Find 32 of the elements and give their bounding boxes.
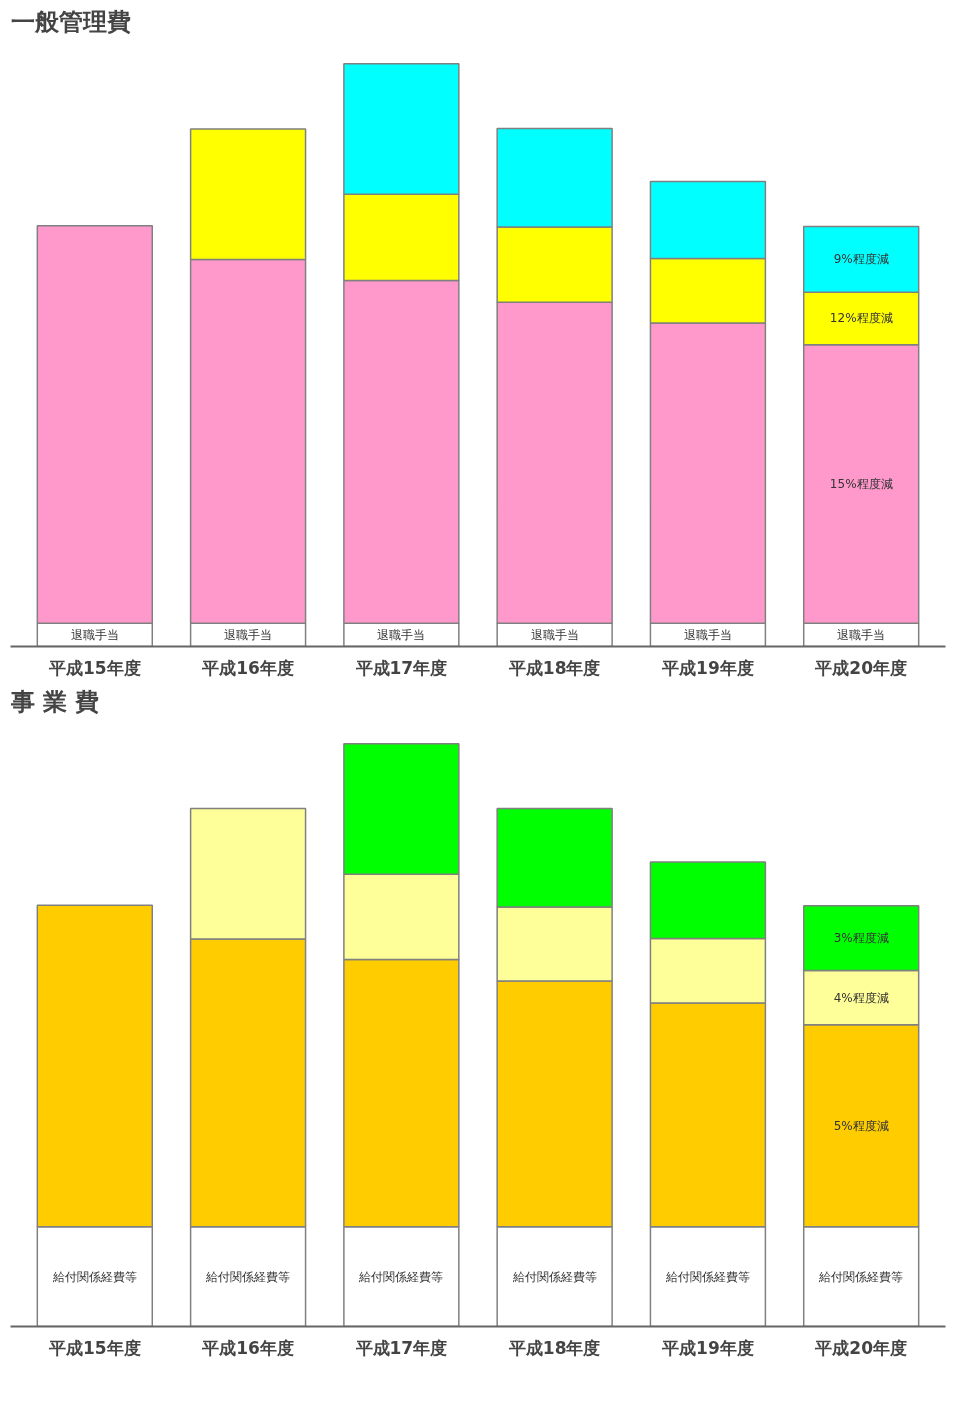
x-tick-label: 平成20年度 xyxy=(814,657,908,678)
x-tick-label: 平成18年度 xyxy=(507,1337,601,1358)
chart-title: 事 業 費 xyxy=(9,687,100,716)
series-label: 5%程度減 xyxy=(833,1118,889,1133)
series-label: 給付関係経費等 xyxy=(664,1269,750,1284)
x-tick-label: 平成17年度 xyxy=(354,657,448,678)
series-label: 退職手当 xyxy=(70,627,119,642)
series-label: 4%程度減 xyxy=(833,990,889,1005)
x-tick-label: 平成20年度 xyxy=(814,1337,908,1358)
text: 退職手当 xyxy=(377,627,426,642)
x-tick-label: 平成15年度 xyxy=(47,657,141,678)
chart-title: 一般管理費 xyxy=(10,7,131,36)
text: 給付関係経費等 xyxy=(359,1269,444,1284)
x-tick-label: 平成15年度 xyxy=(47,1337,141,1358)
x-tick-label: 平成16年度 xyxy=(201,1337,294,1358)
x-tick-label: 平成19年度 xyxy=(661,1337,754,1358)
x-tick-label: 平成17年度 xyxy=(354,1337,448,1358)
series-label: 12%程度減 xyxy=(829,311,893,326)
text: 退職手当 xyxy=(837,627,886,642)
text: 給付関係経費等 xyxy=(819,1269,904,1284)
series-label: 3%程度減 xyxy=(833,931,889,946)
series-label: 15%程度減 xyxy=(829,476,893,491)
x-tick-label: 平成19年度 xyxy=(661,657,754,678)
text: 退職手当 xyxy=(224,627,273,642)
text: 給付関係経費等 xyxy=(52,1269,137,1284)
x-tick-label: 平成18年度 xyxy=(507,657,601,678)
text: 給付関係経費等 xyxy=(206,1269,291,1284)
text: 給付関係経費等 xyxy=(512,1269,597,1284)
text: 退職手当 xyxy=(530,627,579,642)
x-tick-label: 平成16年度 xyxy=(201,657,294,678)
text: 退職手当 xyxy=(683,627,732,642)
series-label: 9%程度減 xyxy=(833,252,889,267)
